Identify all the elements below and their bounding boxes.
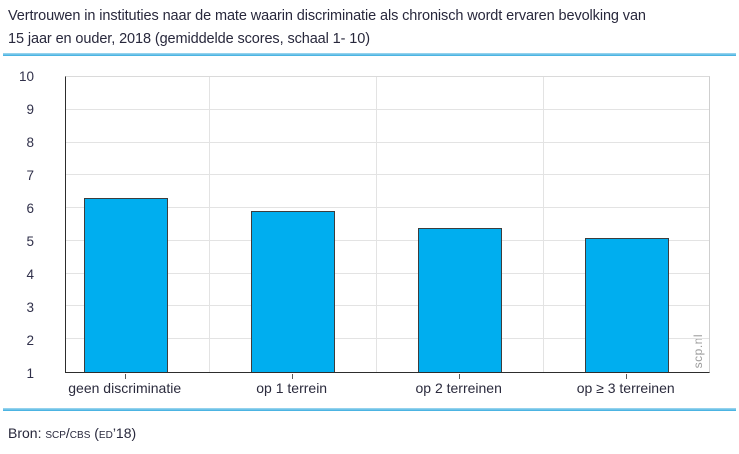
x-tick [625,374,627,379]
source-note: Bron: scp/cbs (ed’18) [8,425,136,441]
v-gridline [209,77,211,372]
top-divider [3,53,736,56]
bar [83,198,168,372]
h-gridline [66,305,709,307]
x-tick-label: geen discriminatie [68,380,182,396]
plot-area: scp.nl [65,76,710,373]
h-gridline [66,141,709,143]
y-tick-label: 10 [18,68,34,84]
bar [417,227,502,372]
v-gridline [376,77,378,372]
y-tick-label: 1 [26,365,34,381]
y-tick-label: 3 [26,299,34,315]
x-tick-label: op ≥ 3 terreinen [576,380,675,396]
h-gridline [66,239,709,241]
source-note-prefix: Bron: [8,425,46,441]
x-tick [458,374,460,379]
y-tick-label: 7 [26,167,34,183]
y-tick-label: 2 [26,332,34,348]
v-gridline [543,77,545,372]
x-tick-label: op 2 terreinen [415,380,502,396]
y-tick-label: 4 [26,266,34,282]
source-note-caps: scp/cbs (ed’18) [45,425,137,441]
bottom-divider [3,408,736,411]
y-tick-label: 8 [26,134,34,150]
x-tick-label: op 1 terrein [256,380,328,396]
h-gridline [66,174,709,176]
h-gridline [66,108,709,110]
h-gridline [66,338,709,340]
x-tick [291,374,293,379]
y-axis: 1 2 3 4 5 6 7 8 9 10 [0,69,34,379]
h-gridline [66,272,709,274]
x-tick [124,374,126,379]
y-tick-label: 5 [26,233,34,249]
h-gridline [66,207,709,209]
y-tick-label: 9 [26,101,34,117]
bar [584,237,669,372]
chart-title-line2: 15 jaar en ouder, 2018 (gemiddelde score… [8,31,370,47]
chart-title-line1: Vertrouwen in instituties naar de mate w… [8,8,646,24]
bar [250,211,335,372]
y-tick-label: 6 [26,200,34,216]
